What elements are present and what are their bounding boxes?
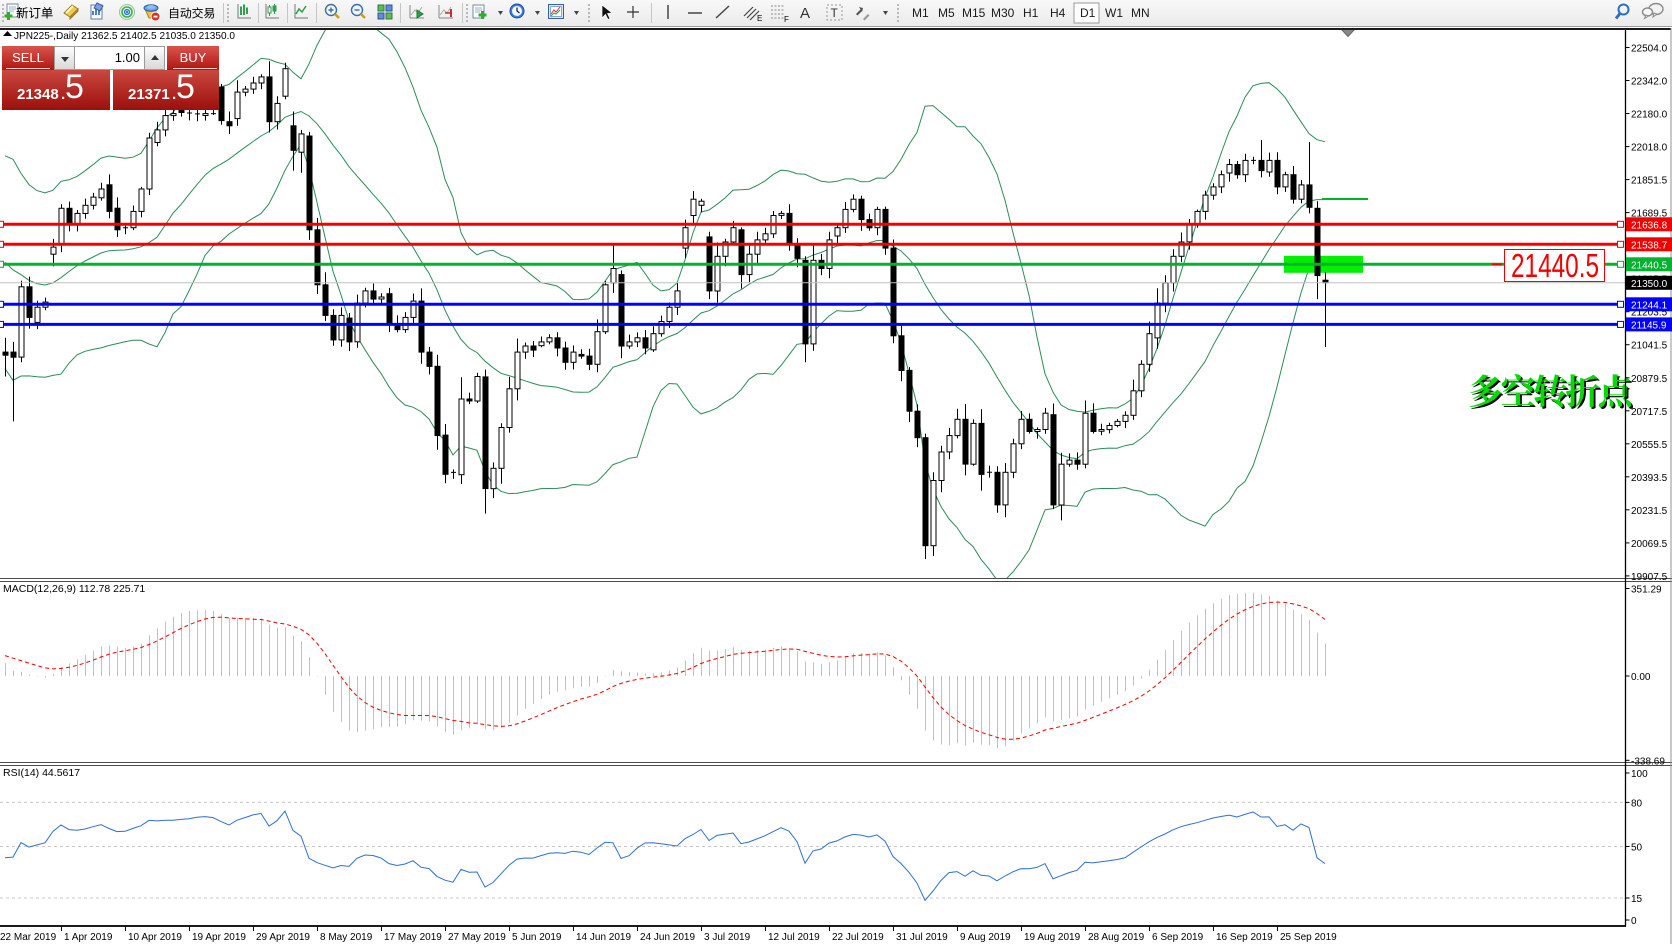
svg-text:3 Jul 2019: 3 Jul 2019 <box>704 932 751 943</box>
svg-text:21689.5: 21689.5 <box>1631 209 1668 220</box>
svg-text:0: 0 <box>1631 916 1637 927</box>
svg-text:20069.5: 20069.5 <box>1631 539 1668 550</box>
svg-text:29 Apr 2019: 29 Apr 2019 <box>256 932 310 943</box>
svg-text:20393.5: 20393.5 <box>1631 473 1668 484</box>
svg-text:100: 100 <box>1631 769 1648 780</box>
svg-text:21350.0: 21350.0 <box>1631 279 1668 290</box>
svg-text:14 Jun 2019: 14 Jun 2019 <box>576 932 631 943</box>
svg-text:RSI(14) 44.5617: RSI(14) 44.5617 <box>3 767 80 779</box>
svg-text:16 Sep 2019: 16 Sep 2019 <box>1216 932 1273 943</box>
svg-text:80: 80 <box>1631 798 1643 809</box>
svg-text:27 May 2019: 27 May 2019 <box>448 932 506 943</box>
svg-text:M30: M30 <box>991 6 1015 20</box>
svg-text:5 Jun 2019: 5 Jun 2019 <box>512 932 562 943</box>
svg-text:M15: M15 <box>962 6 986 20</box>
svg-text:28 Aug 2019: 28 Aug 2019 <box>1088 932 1145 943</box>
svg-text:17 May 2019: 17 May 2019 <box>384 932 442 943</box>
svg-text:D1: D1 <box>1080 6 1096 20</box>
svg-text:MN: MN <box>1131 6 1150 20</box>
svg-text:50: 50 <box>1631 843 1643 854</box>
svg-text:A: A <box>800 5 810 22</box>
svg-text:21440.5: 21440.5 <box>1511 247 1599 284</box>
svg-text:6 Sep 2019: 6 Sep 2019 <box>1152 932 1204 943</box>
svg-text:9 Aug 2019: 9 Aug 2019 <box>960 932 1011 943</box>
svg-text:10 Apr 2019: 10 Apr 2019 <box>128 932 182 943</box>
svg-text:21851.5: 21851.5 <box>1631 176 1668 187</box>
svg-text:M5: M5 <box>938 6 955 20</box>
svg-text:20231.5: 20231.5 <box>1631 506 1668 517</box>
svg-text:351.29: 351.29 <box>1631 585 1662 596</box>
svg-text:21041.5: 21041.5 <box>1631 341 1668 352</box>
svg-text:E: E <box>757 14 762 23</box>
svg-text:25 Sep 2019: 25 Sep 2019 <box>1280 932 1337 943</box>
svg-text:15: 15 <box>1631 894 1643 905</box>
svg-text:22342.0: 22342.0 <box>1631 77 1668 88</box>
svg-text:8 May 2019: 8 May 2019 <box>320 932 373 943</box>
svg-text:21145.9: 21145.9 <box>1631 320 1667 331</box>
svg-text:M1: M1 <box>912 6 929 20</box>
svg-text:W1: W1 <box>1105 6 1123 20</box>
svg-text:22018.0: 22018.0 <box>1631 143 1668 154</box>
svg-text:T: T <box>831 6 839 20</box>
svg-text:0.00: 0.00 <box>1631 672 1651 683</box>
svg-text:12 Jul 2019: 12 Jul 2019 <box>768 932 820 943</box>
svg-text:H1: H1 <box>1023 6 1039 20</box>
svg-text:20717.5: 20717.5 <box>1631 407 1668 418</box>
svg-text:21203.5: 21203.5 <box>1631 308 1668 319</box>
svg-text:21636.8: 21636.8 <box>1631 220 1668 231</box>
svg-text:19 Aug 2019: 19 Aug 2019 <box>1024 932 1081 943</box>
svg-text:19907.5: 19907.5 <box>1631 572 1668 583</box>
svg-text:22504.0: 22504.0 <box>1631 44 1668 55</box>
svg-text:-338.69: -338.69 <box>1631 756 1665 767</box>
svg-text:24 Jun 2019: 24 Jun 2019 <box>640 932 695 943</box>
svg-text:JPN225-,Daily 21362.5 21402.5: JPN225-,Daily 21362.5 21402.5 21035.0 21… <box>14 30 235 42</box>
svg-text:31 Jul 2019: 31 Jul 2019 <box>896 932 948 943</box>
svg-text:21538.7: 21538.7 <box>1631 240 1668 251</box>
svg-text:F: F <box>784 15 789 24</box>
svg-text:21244.1: 21244.1 <box>1631 300 1668 311</box>
svg-text:21440.5: 21440.5 <box>1631 260 1668 271</box>
svg-text:20879.5: 20879.5 <box>1631 374 1668 385</box>
svg-text:20555.5: 20555.5 <box>1631 440 1668 451</box>
svg-text:22 Jul 2019: 22 Jul 2019 <box>832 932 884 943</box>
svg-text:22180.0: 22180.0 <box>1631 110 1668 121</box>
svg-text:H4: H4 <box>1050 6 1066 20</box>
svg-text:1 Apr 2019: 1 Apr 2019 <box>64 932 113 943</box>
svg-text:22 Mar 2019: 22 Mar 2019 <box>0 932 57 943</box>
svg-text:19 Apr 2019: 19 Apr 2019 <box>192 932 246 943</box>
svg-text:MACD(12,26,9) 112.78 225.71: MACD(12,26,9) 112.78 225.71 <box>3 583 145 595</box>
